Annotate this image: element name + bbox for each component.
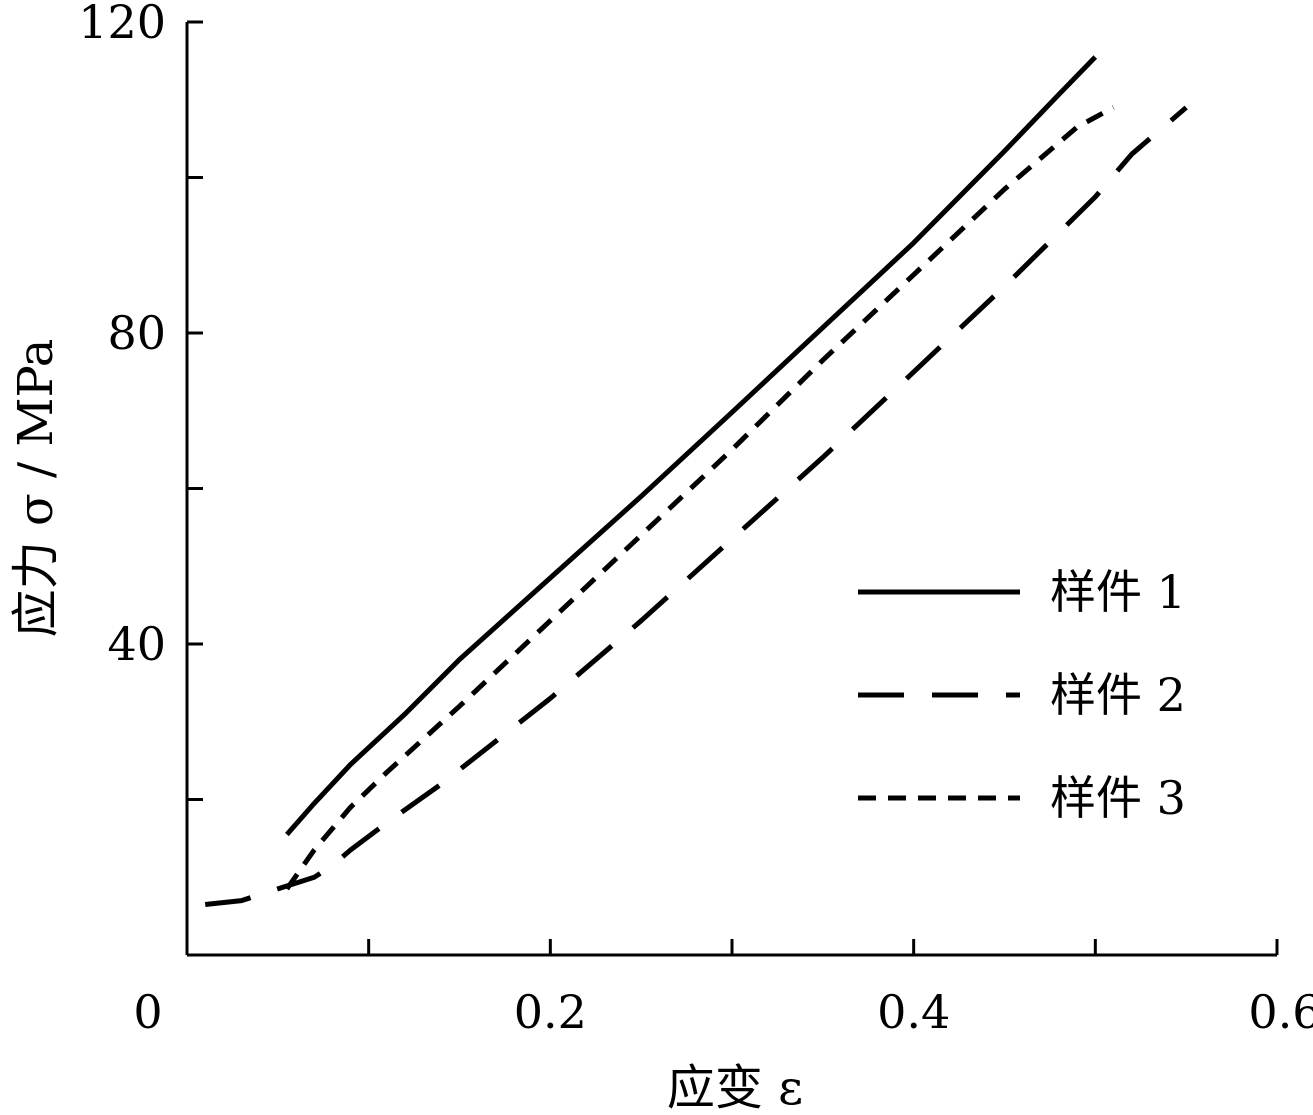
x-tick-label: 0.6 [1248, 985, 1313, 1039]
series-line-1 [285, 55, 1098, 837]
x-axis-ticks: 0 0.2 0.4 0.6 [133, 939, 1313, 1039]
legend: 样件 1 样件 2 样件 3 [858, 565, 1186, 825]
x-tick-label: 0.4 [877, 985, 950, 1039]
legend-label-3: 样件 3 [1050, 771, 1186, 825]
legend-label-1: 样件 1 [1050, 565, 1186, 619]
x-tick-label: 0 [133, 985, 162, 1039]
x-tick-label: 0.2 [514, 985, 587, 1039]
y-tick-label: 120 [78, 0, 166, 49]
series-line-2 [204, 105, 1188, 907]
y-axis-ticks: 40 80 120 [78, 0, 203, 801]
x-axis-title: 应变 ε [667, 1060, 803, 1115]
series-line-3 [284, 105, 1115, 891]
y-tick-label: 40 [107, 617, 166, 671]
series-group [204, 55, 1188, 907]
y-tick-label: 80 [107, 306, 166, 360]
y-axis-title: 应力 σ / MPa [8, 339, 64, 638]
legend-label-2: 样件 2 [1050, 668, 1186, 722]
